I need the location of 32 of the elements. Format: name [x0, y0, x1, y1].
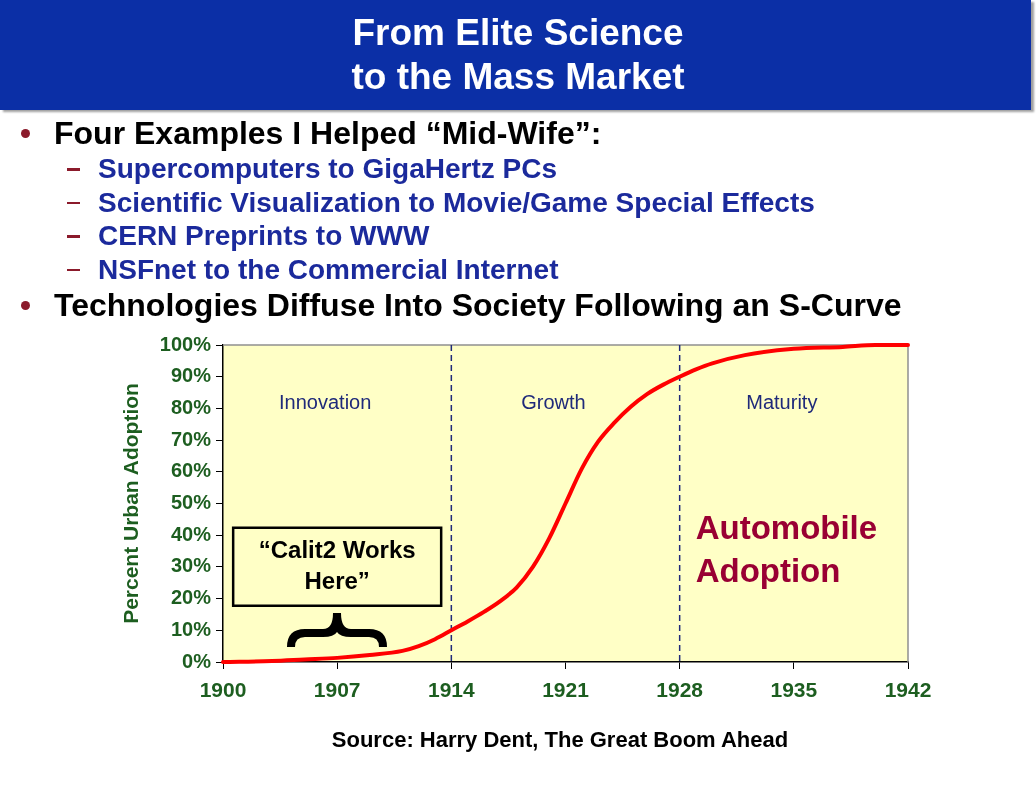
- y-tick-label: 50%: [170, 491, 212, 514]
- text: NSFnet to the Commercial Internet: [98, 252, 559, 286]
- text: Four Examples I Helped “Mid-Wife”:: [54, 114, 602, 152]
- y-tick-label: 10%: [170, 617, 212, 640]
- x-tick-label: 1928: [656, 678, 704, 702]
- band-label: Growth: [521, 391, 586, 414]
- annotation: “Calit2 Works Here”: [258, 535, 416, 594]
- text: Scientific Visualization to Movie/Game Special Effects: [98, 185, 815, 219]
- x-tick-label: 1921: [542, 678, 590, 702]
- band-label: Maturity: [746, 391, 818, 414]
- band-label: Innovation: [279, 391, 372, 414]
- x-tick-label: 1942: [884, 678, 932, 702]
- x-tick-label: 1914: [427, 678, 476, 702]
- y-tick-label: 30%: [170, 554, 212, 577]
- source-note: Source: Harry Dent, The Great Boom Ahead: [330, 727, 790, 753]
- text: Technologies Diffuse Into Society Following an S-Curve: [54, 286, 902, 324]
- x-tick-label: 1907: [313, 678, 361, 702]
- y-tick-label: 20%: [170, 586, 212, 609]
- y-tick-label: 100%: [159, 332, 212, 355]
- x-tick-label: 1935: [770, 678, 818, 702]
- y-tick-label: 40%: [170, 522, 212, 545]
- y-tick-label: 90%: [170, 364, 212, 387]
- text: CERN Preprints to WWW: [98, 219, 430, 253]
- y-tick-label: 60%: [170, 459, 212, 482]
- x-tick-label: 1900: [199, 678, 247, 702]
- annotation: Automobile Adoption: [695, 509, 878, 590]
- chart-title: From Elite Science to the Mass Market: [350, 11, 686, 99]
- y-tick-label: 70%: [170, 427, 212, 450]
- y-tick-label: 0%: [182, 649, 212, 672]
- y-axis-title: Percent Urban Adoption: [119, 383, 143, 624]
- text: Supercomputers to GigaHertz PCs: [98, 152, 557, 186]
- y-tick-label: 80%: [170, 395, 212, 418]
